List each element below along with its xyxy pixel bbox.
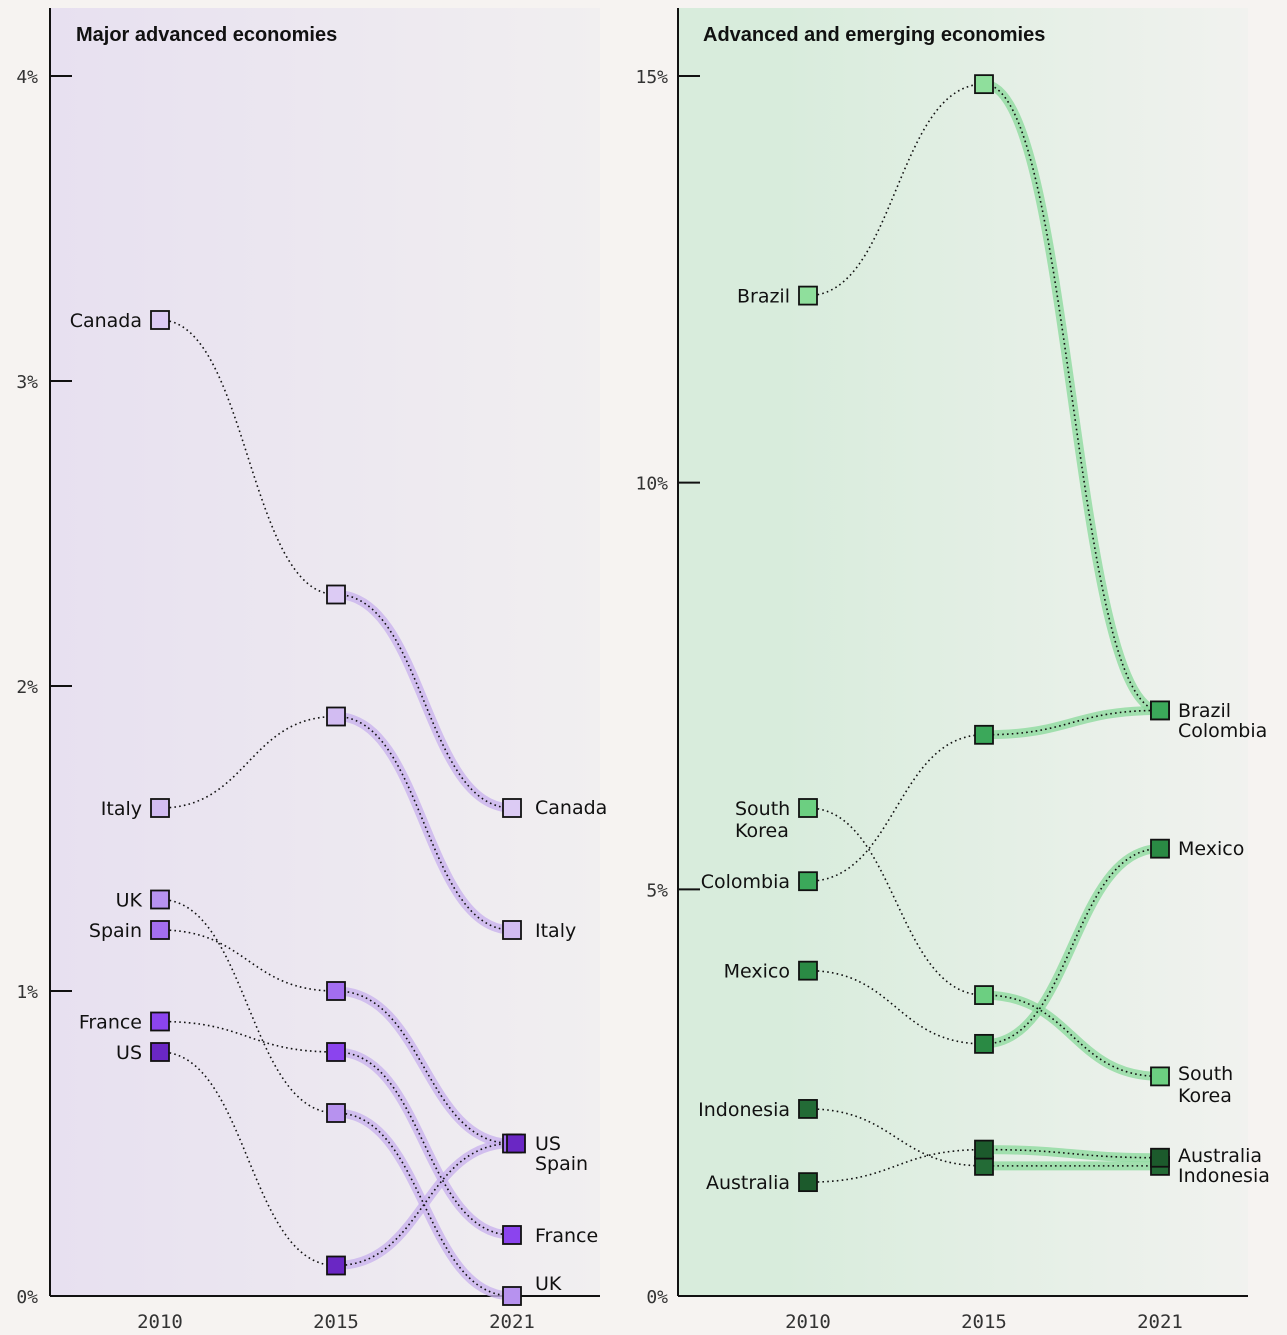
point-indonesia-2010: [798, 1099, 818, 1119]
point-indonesia-2015: [974, 1155, 994, 1176]
label-2010-mexico: Mexico: [724, 961, 790, 983]
x-tick-label: 2015: [313, 1311, 359, 1333]
label-2010-italy: Italy: [101, 798, 142, 820]
point-france-2010: [150, 1011, 170, 1032]
point-us-2015: [326, 1255, 346, 1276]
point-australia-2010: [798, 1172, 818, 1193]
label-2021-italy: Italy: [535, 920, 576, 942]
x-tick-label: 2021: [1137, 1311, 1183, 1333]
label-2021-brazil: Brazil: [1178, 700, 1231, 722]
panel-advanced-emerging: Advanced and emerging economies 0% 5% 10% 1…: [635, 8, 1270, 1333]
connector-australia: [807, 1148, 1161, 1183]
panel-major-advanced: Major advanced economies 0% 1% 2% 3% 4% Cana…: [16, 8, 607, 1333]
label-2010-us: US: [116, 1042, 142, 1064]
x-axis-labels: 2010 2015 2021: [785, 1311, 1183, 1333]
y-tick-label: 3%: [16, 372, 38, 393]
label-2010-france: France: [79, 1012, 142, 1034]
y-tick-label: 5%: [646, 880, 668, 901]
label-2021-france: France: [535, 1225, 598, 1247]
point-italy-2021: [502, 920, 522, 940]
y-axis: 0% 1% 2% 3% 4%: [16, 8, 600, 1308]
label-2010-colombia: Colombia: [701, 871, 790, 893]
label-2021-south-korea: South Korea: [1178, 1063, 1233, 1107]
panel-title: Major advanced economies: [76, 24, 337, 46]
point-uk-2021: [502, 1286, 522, 1306]
x-tick-label: 2010: [137, 1311, 183, 1333]
point-spain-2010: [150, 920, 170, 940]
y-tick-label: 4%: [16, 67, 38, 88]
connector-colombia: [807, 709, 1161, 882]
panel-background: [50, 8, 600, 1296]
point-south-korea-2021: [1150, 1066, 1170, 1087]
point-colombia-2021: [1150, 700, 1170, 721]
highlight-band-mexico: [979, 844, 1165, 1049]
point-mexico-2010: [798, 960, 818, 981]
label-2010-australia: Australia: [706, 1172, 790, 1194]
label-2021-australia: Australia: [1178, 1145, 1262, 1167]
label-2010-south-korea: South Korea: [735, 798, 790, 842]
x-axis-labels: 2010 2015 2021: [137, 1311, 535, 1333]
point-italy-2015: [326, 706, 346, 727]
label-2010-indonesia: Indonesia: [698, 1099, 790, 1121]
point-uk-2015: [326, 1103, 346, 1123]
panel-title: Advanced and emerging economies: [703, 24, 1045, 46]
point-uk-2010: [150, 889, 170, 910]
point-canada-2015: [326, 584, 346, 605]
point-south-korea-2015: [974, 985, 994, 1005]
x-tick-label: 2021: [489, 1311, 535, 1333]
point-brazil-2010: [798, 285, 818, 306]
y-tick-label: 0%: [646, 1287, 668, 1308]
y-tick-label: 2%: [16, 677, 38, 698]
label-2021-uk: UK: [535, 1273, 562, 1295]
point-colombia-2015: [974, 724, 994, 745]
label-2021-colombia: Colombia: [1178, 720, 1267, 742]
point-labels: CanadaItalyUKSpainFranceUSCanadaItalyUSS…: [70, 310, 608, 1295]
point-australia-2015: [974, 1139, 994, 1160]
data-points: [798, 74, 1170, 1193]
point-canada-2021: [502, 798, 522, 818]
point-france-2021: [502, 1225, 522, 1245]
y-tick-label: 10%: [635, 474, 668, 495]
data-points: [150, 310, 526, 1306]
y-tick-label: 0%: [16, 1287, 38, 1308]
label-2021-spain: Spain: [535, 1153, 588, 1175]
connector-mexico: [807, 847, 1161, 1045]
point-mexico-2021: [1150, 838, 1170, 859]
x-tick-label: 2015: [961, 1311, 1007, 1333]
point-colombia-2010: [798, 871, 818, 892]
connector-us: [159, 1051, 513, 1267]
label-2010-brazil: Brazil: [737, 286, 790, 308]
point-spain-2015: [326, 981, 346, 1001]
label-2021-us: US: [535, 1133, 561, 1155]
point-australia-2021: [1150, 1147, 1170, 1168]
label-2010-canada: Canada: [70, 310, 142, 332]
label-2021-indonesia: Indonesia: [1178, 1165, 1270, 1187]
y-axis: 0% 5% 10% 15%: [635, 8, 1248, 1308]
point-mexico-2015: [974, 1033, 994, 1054]
point-france-2015: [326, 1042, 346, 1062]
y-tick-label: 15%: [635, 67, 668, 88]
label-2010-uk: UK: [116, 890, 143, 912]
y-tick-label: 1%: [16, 982, 38, 1003]
x-tick-label: 2010: [785, 1311, 831, 1333]
label-2021-mexico: Mexico: [1178, 838, 1244, 860]
point-us-2010: [150, 1042, 170, 1062]
point-south-korea-2010: [798, 798, 818, 818]
connector-brazil: [807, 83, 1161, 712]
point-italy-2010: [150, 798, 170, 818]
connector-france: [159, 1020, 513, 1236]
point-brazil-2015: [974, 74, 994, 95]
label-2021-canada: Canada: [535, 797, 607, 819]
connector-uk: [159, 898, 513, 1297]
point-us-2021: [506, 1133, 526, 1154]
label-2010-spain: Spain: [89, 920, 142, 942]
point-canada-2010: [150, 310, 170, 330]
highlight-band-south-korea: [979, 990, 1165, 1081]
